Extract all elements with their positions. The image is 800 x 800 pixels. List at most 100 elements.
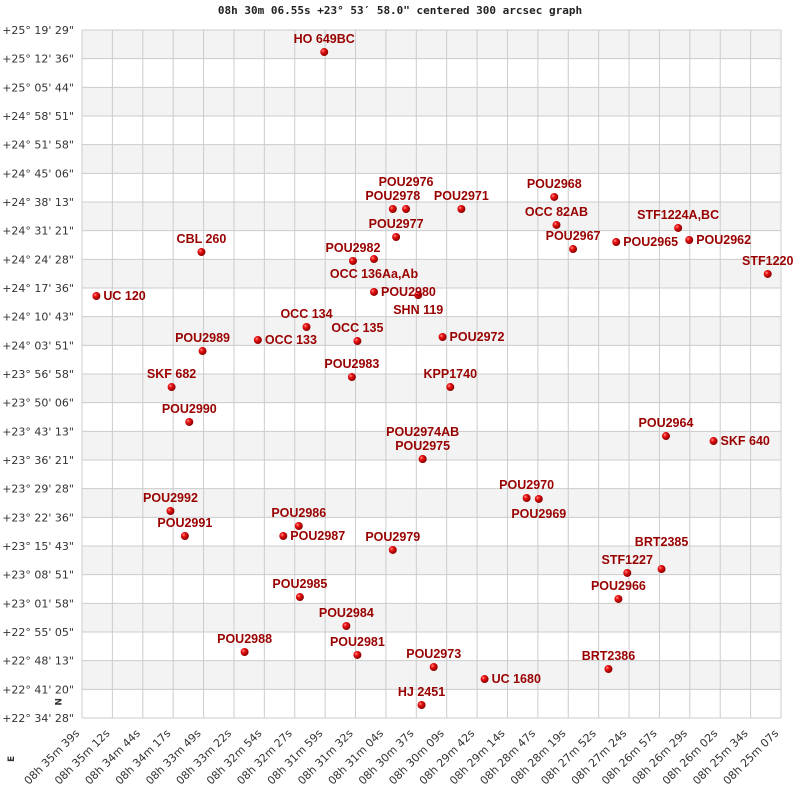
star-label: SKF 640	[721, 434, 770, 448]
star-label: POU2967	[546, 229, 601, 243]
star-marker	[763, 269, 772, 278]
star-label: SKF 682	[147, 367, 196, 381]
star-label: POU2989	[175, 331, 230, 345]
star-marker	[402, 205, 411, 214]
grid-band	[82, 173, 781, 202]
star-marker	[522, 494, 531, 503]
star-label: BRT2385	[635, 535, 689, 549]
star-label: POU2965	[623, 235, 678, 249]
star-marker	[534, 494, 543, 503]
star-label: POU2982	[326, 241, 381, 255]
y-tick-label: +23° 01' 58"	[2, 597, 74, 610]
y-tick-label: +22° 41' 20"	[2, 683, 74, 696]
star-label: KPP1740	[424, 367, 478, 381]
grid-band	[82, 402, 781, 432]
y-tick-label: +24° 45' 06"	[2, 167, 74, 180]
star-marker	[295, 593, 304, 602]
grid-band	[82, 30, 781, 59]
grid-band	[82, 603, 781, 632]
star-label: CBL 260	[177, 232, 227, 246]
y-tick-label: +23° 15' 43"	[2, 540, 74, 553]
y-tick-label: +23° 43' 13"	[2, 425, 74, 438]
y-tick-label: +24° 51' 58"	[2, 139, 74, 152]
star-label: POU2969	[511, 507, 566, 521]
star-marker	[657, 565, 666, 574]
star-label: OCC 136Aa,Ab	[330, 267, 419, 281]
grid-band	[82, 517, 781, 546]
y-tick-label: +24° 10' 43"	[2, 311, 74, 324]
star-label: HJ 2451	[398, 685, 445, 699]
grid-band	[82, 58, 781, 88]
star-marker	[166, 506, 175, 515]
star-label: OCC 135	[331, 321, 383, 335]
y-tick-label: +23° 50' 06"	[2, 397, 74, 410]
star-marker	[240, 647, 249, 656]
grid-band	[82, 316, 781, 346]
star-marker	[388, 545, 397, 554]
star-label: STF1220	[742, 254, 793, 268]
star-label: UC 1680	[492, 672, 541, 686]
star-marker	[198, 347, 207, 356]
y-tick-label: +25° 12' 36"	[2, 53, 74, 66]
star-label: POU2981	[330, 635, 385, 649]
star-label: POU2973	[406, 647, 461, 661]
star-marker	[180, 532, 189, 541]
star-label: SHN 119	[393, 303, 443, 317]
y-tick-label: +22° 48' 13"	[2, 655, 74, 668]
y-tick-label: +23° 36' 21"	[2, 454, 74, 467]
star-marker	[353, 337, 362, 346]
star-label: POU2984	[319, 606, 374, 620]
grid-band	[82, 116, 781, 145]
star-label: STF1224A,BC	[637, 208, 719, 222]
star-label: POU2962	[696, 233, 751, 247]
y-tick-label: +23° 08' 51"	[2, 569, 74, 582]
star-marker	[347, 373, 356, 382]
star-label: BRT2386	[582, 649, 636, 663]
star-marker	[167, 383, 176, 392]
star-marker	[353, 650, 362, 659]
star-label: HO 649BC	[294, 32, 355, 46]
grid-band	[82, 202, 781, 231]
y-tick-label: +25° 19' 29"	[2, 24, 74, 37]
star-label: OCC 133	[265, 333, 317, 347]
star-marker	[429, 662, 438, 671]
star-label: STF1227	[602, 553, 653, 567]
star-label: POU2972	[450, 330, 505, 344]
star-label: POU2966	[591, 579, 646, 593]
star-marker	[92, 291, 101, 300]
grid-band	[82, 144, 781, 174]
y-tick-label: +23° 29' 28"	[2, 483, 74, 496]
star-marker	[552, 220, 561, 229]
y-tick-label: +24° 17' 36"	[2, 282, 74, 295]
star-marker	[414, 291, 423, 300]
star-marker	[348, 256, 357, 265]
star-marker	[388, 205, 397, 214]
y-tick-label: +23° 56' 58"	[2, 368, 74, 381]
grid-band	[82, 488, 781, 518]
star-marker	[612, 238, 621, 247]
star-label: POU2992	[143, 491, 198, 505]
grid-band	[82, 87, 781, 116]
star-label: OCC 134	[280, 307, 332, 321]
star-label: POU2991	[157, 516, 212, 530]
star-marker	[417, 701, 426, 710]
north-indicator: N	[52, 698, 62, 706]
star-marker	[279, 532, 288, 541]
grid-band	[82, 689, 781, 718]
star-label: POU2971	[434, 189, 489, 203]
star-label: POU2975	[395, 439, 450, 453]
grid-band	[82, 288, 781, 317]
star-label: POU2978	[365, 189, 420, 203]
star-marker	[446, 383, 455, 392]
star-marker	[438, 332, 447, 341]
y-tick-label: +23° 22' 36"	[2, 511, 74, 524]
star-marker	[369, 287, 378, 296]
y-tick-label: +24° 03' 51"	[2, 339, 74, 352]
y-tick-label: +22° 34' 28"	[2, 712, 74, 725]
star-label: POU2976	[379, 175, 434, 189]
star-marker	[550, 192, 559, 201]
star-label: POU2986	[271, 506, 326, 520]
star-marker	[418, 455, 427, 464]
star-marker	[302, 322, 311, 331]
